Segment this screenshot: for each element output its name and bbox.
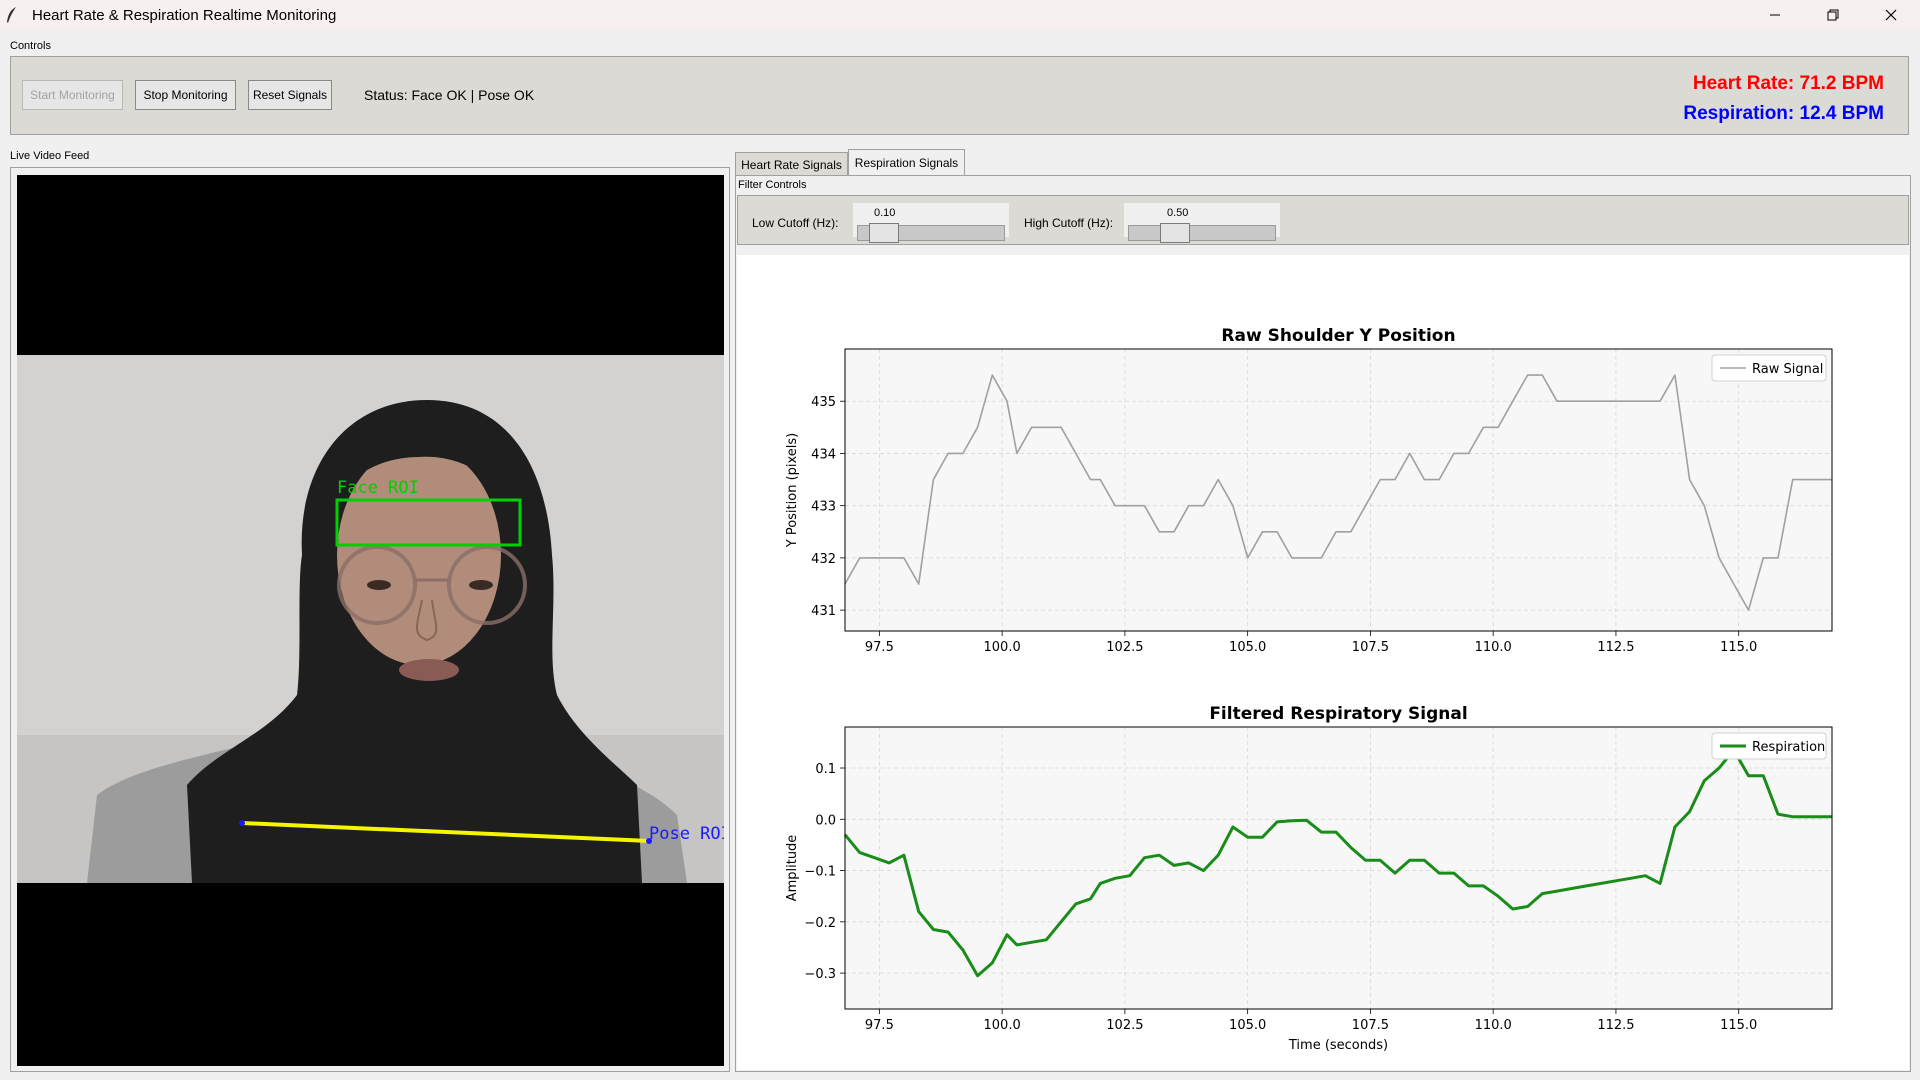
status-text: Status: Face OK | Pose OK (364, 87, 535, 103)
plots-svg: 97.5 100.0 102.5 105.0 107.5 110.0 112.5 115.0 4… (785, 326, 1833, 1053)
y-tick-label: 0.1 (815, 762, 836, 777)
legend-label: Respiration (1752, 740, 1825, 755)
x-tick-label: 100.0 (984, 640, 1021, 655)
y-tick-label: −0.3 (804, 967, 836, 982)
minimize-icon[interactable] (1746, 0, 1804, 30)
y-axis-label: Amplitude (785, 835, 800, 902)
legend-box (1711, 732, 1827, 760)
y-axis-label: Y Position (pixels) (785, 433, 800, 549)
heart-rate-readout: Heart Rate: 71.2 BPM (1692, 73, 1884, 94)
x-tick-label: 105.0 (1229, 1018, 1266, 1033)
y-tick-label: 431 (811, 604, 836, 619)
controls-frame-label: Controls (10, 40, 51, 52)
x-tick-label: 97.5 (865, 1018, 894, 1033)
x-axis-label: Time (seconds) (1288, 1038, 1388, 1053)
x-tick-label: 112.5 (1597, 1018, 1634, 1033)
person-image: Face ROI Pose ROI (17, 355, 724, 883)
pose-roi-label: Pose ROI (649, 824, 724, 844)
series-line-0 (843, 748, 1832, 978)
y-tick-label: −0.2 (804, 916, 836, 931)
video-frame-label: Live Video Feed (10, 150, 90, 162)
tab-heart-rate-signals[interactable]: Heart Rate Signals (735, 152, 848, 176)
plot-frame (844, 348, 1833, 632)
high-cutoff-label: High Cutoff (Hz): (1024, 216, 1114, 230)
plot-frame (844, 726, 1833, 1010)
x-tick-label: 115.0 (1720, 640, 1757, 655)
high-cutoff-trough[interactable] (1128, 225, 1276, 241)
tab-respiration-signals[interactable]: Respiration Signals (848, 149, 965, 175)
restore-icon[interactable] (1804, 0, 1862, 30)
filter-controls-frame: Low Cutoff (Hz): 0.10 High Cutoff (Hz): … (737, 195, 1909, 245)
x-tick-label: 115.0 (1720, 1018, 1757, 1033)
high-cutoff-thumb[interactable] (1160, 223, 1190, 243)
y-tick-label: 433 (811, 500, 836, 515)
low-cutoff-value: 0.10 (874, 207, 896, 219)
y-tick-label: 432 (811, 552, 836, 567)
plot-canvas: 97.5 100.0 102.5 105.0 107.5 110.0 112.5 115.0 4… (737, 255, 1909, 1070)
x-tick-label: 110.0 (1475, 640, 1512, 655)
feather-icon (7, 7, 16, 23)
x-tick-label: 105.0 (1229, 640, 1266, 655)
app-root: Controls Start Monitoring Stop Monitorin… (0, 30, 1920, 1080)
low-cutoff-thumb[interactable] (869, 223, 899, 243)
y-tick-label: −0.1 (804, 865, 836, 880)
x-tick-label: 112.5 (1597, 640, 1634, 655)
x-tick-label: 97.5 (865, 640, 894, 655)
y-tick-label: 434 (811, 447, 836, 462)
low-cutoff-label: Low Cutoff (Hz): (752, 216, 839, 230)
filter-controls-label: Filter Controls (738, 179, 807, 191)
x-tick-label: 100.0 (984, 1018, 1021, 1033)
high-cutoff-slider[interactable]: 0.50 (1124, 203, 1280, 243)
plot-background (845, 727, 1832, 1009)
high-cutoff-value: 0.50 (1167, 207, 1189, 219)
window-title: Heart Rate & Respiration Realtime Monito… (32, 6, 337, 24)
reset-signals-button[interactable]: Reset Signals (248, 80, 332, 110)
chart-0: 97.5 100.0 102.5 105.0 107.5 110.0 112.5 115.0 4… (785, 326, 1833, 655)
x-tick-label: 107.5 (1352, 640, 1389, 655)
stop-monitoring-button[interactable]: Stop Monitoring (135, 80, 236, 110)
y-tick-label: 0.0 (815, 813, 836, 828)
controls-frame: Start Monitoring Stop Monitoring Reset S… (10, 56, 1909, 135)
series-line-0 (844, 374, 1832, 611)
plot-background (845, 349, 1832, 631)
legend-label: Raw Signal (1752, 362, 1823, 377)
x-tick-label: 102.5 (1106, 1018, 1143, 1033)
chart-title: Raw Shoulder Y Position (1221, 326, 1455, 346)
live-video-feed: Face ROI Pose ROI (17, 175, 724, 1066)
face-roi-label: Face ROI (337, 478, 419, 498)
low-cutoff-slider[interactable]: 0.10 (853, 203, 1009, 243)
x-tick-label: 102.5 (1106, 640, 1143, 655)
close-icon[interactable] (1862, 0, 1920, 30)
x-tick-label: 107.5 (1352, 1018, 1389, 1033)
start-monitoring-button[interactable]: Start Monitoring (22, 80, 123, 110)
camera-image: Face ROI Pose ROI (17, 355, 724, 883)
x-tick-label: 110.0 (1475, 1018, 1512, 1033)
respiration-readout: Respiration: 12.4 BPM (1683, 103, 1884, 124)
y-tick-label: 435 (811, 395, 836, 410)
title-bar: Heart Rate & Respiration Realtime Monito… (0, 0, 1920, 30)
chart-title: Filtered Respiratory Signal (1209, 704, 1467, 724)
chart-1: 97.5 100.0 102.5 105.0 107.5 110.0 112.5 115.0 −… (785, 704, 1833, 1053)
legend-box (1711, 354, 1827, 382)
